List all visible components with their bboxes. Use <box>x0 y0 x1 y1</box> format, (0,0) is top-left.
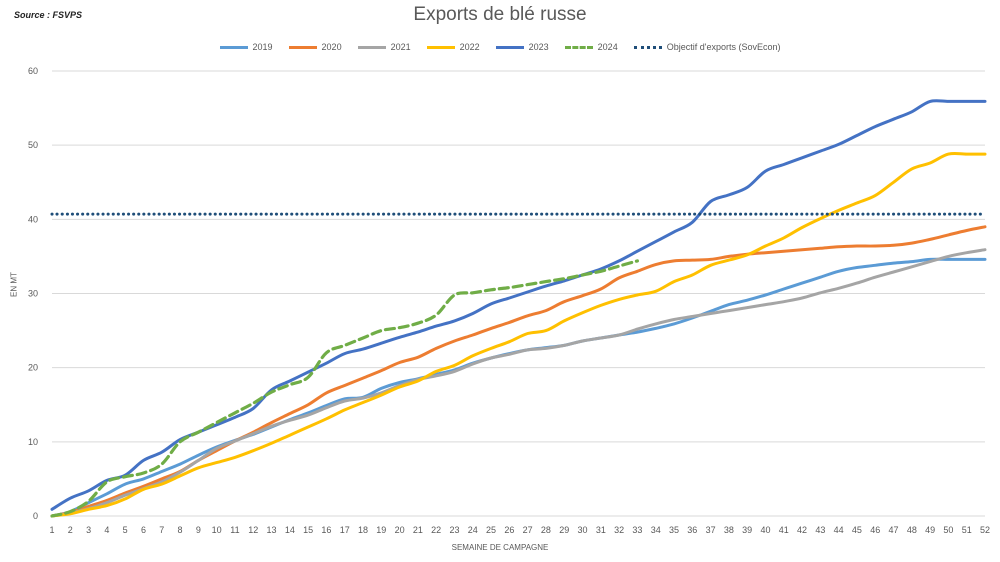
series-line-2019 <box>50 257 987 518</box>
x-tick-label: 50 <box>943 525 953 535</box>
y-tick-label: 60 <box>28 66 38 76</box>
x-tick-label: 34 <box>651 525 661 535</box>
x-tick-label: 32 <box>614 525 624 535</box>
x-tick-label: 42 <box>797 525 807 535</box>
legend-label: 2020 <box>321 42 342 52</box>
legend-item: 2020 <box>288 42 342 52</box>
y-axis-label: EN MT <box>9 272 19 297</box>
legend-item: 2021 <box>357 42 411 52</box>
x-tick-label: 5 <box>123 525 128 535</box>
legend: 2019 2020 2021 2022 2023 2024 Objectif d'expor… <box>0 42 1000 52</box>
x-tick-label: 29 <box>559 525 569 535</box>
x-tick-label: 21 <box>413 525 423 535</box>
legend-item: 2019 <box>219 42 273 52</box>
series-line-2021 <box>50 248 987 518</box>
legend-label: 2024 <box>597 42 618 52</box>
x-tick-label: 41 <box>779 525 789 535</box>
x-tick-label: 45 <box>852 525 862 535</box>
legend-label: 2023 <box>528 42 549 52</box>
x-tick-label: 22 <box>431 525 441 535</box>
x-tick-label: 30 <box>578 525 588 535</box>
legend-label: Objectif d'exports (SovEcon) <box>666 42 781 52</box>
y-tick-label: 20 <box>28 363 38 373</box>
chart-title: Exports de blé russe <box>413 4 587 25</box>
x-tick-label: 25 <box>486 525 496 535</box>
legend-swatch <box>633 45 662 49</box>
x-tick-label: 37 <box>706 525 716 535</box>
x-tick-label: 3 <box>86 525 91 535</box>
legend-label: 2022 <box>459 42 480 52</box>
x-tick-label: 39 <box>742 525 752 535</box>
x-tick-label: 49 <box>925 525 935 535</box>
x-tick-label: 35 <box>669 525 679 535</box>
legend-swatch <box>288 45 317 49</box>
y-tick-label: 30 <box>28 289 38 299</box>
x-tick-label: 48 <box>907 525 917 535</box>
x-tick-label: 43 <box>815 525 825 535</box>
y-tick-label: 40 <box>28 214 38 224</box>
x-tick-label: 27 <box>523 525 533 535</box>
series-line-2024 <box>50 259 639 518</box>
x-tick-label: 20 <box>395 525 405 535</box>
x-tick-label: 44 <box>834 525 844 535</box>
x-tick-label: 14 <box>285 525 295 535</box>
x-tick-label: 46 <box>870 525 880 535</box>
source-note: Source : FSVPS <box>14 10 83 20</box>
x-tick-label: 19 <box>376 525 386 535</box>
legend-item: 2022 <box>426 42 480 52</box>
series-line-2022 <box>50 151 987 518</box>
x-tick-label: 40 <box>760 525 770 535</box>
x-tick-label: 13 <box>267 525 277 535</box>
x-tick-label: 36 <box>687 525 697 535</box>
x-tick-label: 26 <box>504 525 514 535</box>
x-tick-label: 23 <box>449 525 459 535</box>
x-tick-label: 24 <box>468 525 478 535</box>
x-tick-label: 1 <box>49 525 54 535</box>
x-tick-label: 38 <box>724 525 734 535</box>
y-tick-label: 0 <box>33 511 38 521</box>
legend-item: Objectif d'exports (SovEcon) <box>633 42 781 52</box>
x-tick-label: 12 <box>248 525 258 535</box>
legend-label: 2019 <box>252 42 273 52</box>
y-tick-label: 50 <box>28 140 38 150</box>
legend-label: 2021 <box>390 42 411 52</box>
x-tick-label: 9 <box>196 525 201 535</box>
legend-item: 2024 <box>564 42 618 52</box>
x-tick-label: 47 <box>889 525 899 535</box>
x-tick-label: 10 <box>212 525 222 535</box>
x-tick-label: 31 <box>596 525 606 535</box>
legend-swatch <box>219 45 248 49</box>
x-tick-label: 18 <box>358 525 368 535</box>
legend-swatch <box>564 45 593 49</box>
x-tick-label: 8 <box>178 525 183 535</box>
x-tick-label: 16 <box>321 525 331 535</box>
legend-swatch <box>495 45 524 49</box>
legend-item: 2023 <box>495 42 549 52</box>
x-tick-label: 33 <box>632 525 642 535</box>
x-tick-label: 2 <box>68 525 73 535</box>
x-tick-label: 4 <box>104 525 109 535</box>
series-line-2023 <box>50 99 987 511</box>
x-tick-label: 15 <box>303 525 313 535</box>
legend-swatch <box>426 45 455 49</box>
x-tick-label: 6 <box>141 525 146 535</box>
x-axis-label: SEMAINE DE CAMPAGNE <box>451 543 549 552</box>
x-tick-label: 11 <box>230 525 239 535</box>
x-tick-label: 28 <box>541 525 551 535</box>
x-tick-label: 51 <box>962 525 972 535</box>
x-tick-label: 17 <box>340 525 350 535</box>
x-tick-label: 52 <box>980 525 990 535</box>
y-tick-label: 10 <box>28 437 38 447</box>
x-tick-label: 7 <box>159 525 164 535</box>
legend-swatch <box>357 45 386 49</box>
